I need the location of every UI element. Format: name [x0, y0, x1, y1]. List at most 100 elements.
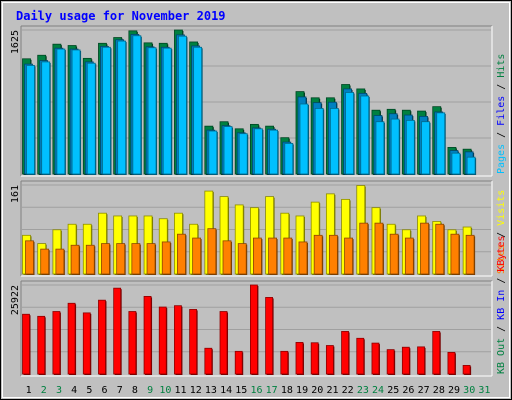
x-tick-label: 6 — [102, 385, 108, 396]
bar-pages-day-12 — [193, 46, 203, 175]
x-tick-label: 22 — [342, 385, 354, 396]
x-tick-label: 12 — [190, 385, 202, 396]
bar-kbytes-day-16 — [250, 284, 258, 375]
x-tick-label: 11 — [175, 385, 187, 396]
bar-sites-day-29 — [450, 233, 460, 275]
bar-pages-day-5 — [86, 62, 96, 175]
bar-kbytes-day-9 — [143, 296, 152, 375]
bar-pages-day-13 — [208, 130, 218, 175]
bar-pages-day-15 — [238, 133, 248, 175]
bar-pages-day-21 — [329, 108, 339, 175]
bar-pages-day-24 — [375, 121, 385, 175]
x-tick-label: 31 — [478, 385, 490, 396]
bar-kbytes-day-21 — [325, 345, 334, 375]
bar-sites-day-18 — [283, 237, 293, 275]
bar-sites-day-23 — [359, 222, 369, 275]
x-tick-label: 30 — [463, 385, 475, 396]
bar-kbytes-day-22 — [341, 331, 349, 375]
legend-top: Pages / Files / Hits — [496, 54, 507, 174]
bar-kbytes-day-18 — [280, 350, 289, 375]
scale-label-middle: 161 — [10, 185, 21, 203]
bar-pages-day-3 — [56, 48, 66, 175]
bar-sites-day-28 — [435, 223, 445, 275]
bar-pages-day-4 — [71, 49, 81, 175]
x-tick-label: 3 — [56, 385, 62, 396]
bar-kbytes-day-5 — [82, 312, 91, 375]
bar-kbytes-day-23 — [356, 337, 365, 375]
bar-sites-day-8 — [131, 243, 141, 275]
bar-kbytes-day-30 — [462, 365, 471, 375]
bar-kbytes-day-19 — [295, 342, 304, 375]
bar-sites-day-5 — [85, 244, 95, 275]
bar-sites-day-19 — [298, 241, 308, 275]
legend-entry: KB Out — [496, 338, 507, 374]
bar-pages-day-20 — [314, 108, 324, 175]
legend-separator: / — [496, 126, 507, 144]
x-tick-label: 25 — [387, 385, 399, 396]
bar-sites-day-6 — [101, 243, 110, 275]
bar-sites-day-16 — [253, 237, 262, 275]
bar-sites-day-27 — [420, 222, 429, 275]
bar-pages-day-27 — [421, 121, 430, 175]
bar-sites-day-25 — [389, 233, 399, 275]
x-tick-label: 28 — [433, 385, 445, 396]
bar-kbytes-day-24 — [371, 342, 380, 375]
bar-kbytes-day-14 — [219, 311, 228, 375]
chart-title: Daily usage for November 2019 — [16, 9, 226, 23]
bar-pages-day-6 — [102, 46, 111, 175]
x-tick-label: 8 — [132, 385, 138, 396]
legend-separator: / — [496, 320, 507, 338]
x-tick-label: 16 — [250, 385, 262, 396]
bar-pages-day-17 — [269, 129, 278, 175]
legend-separator: / — [496, 78, 507, 96]
bar-sites-day-13 — [207, 228, 217, 275]
bar-kbytes-day-12 — [189, 309, 198, 375]
legend-entry: Pages — [496, 144, 507, 174]
bar-sites-day-24 — [374, 222, 384, 275]
x-tick-label: 20 — [311, 385, 323, 396]
bar-kbytes-day-2 — [37, 315, 46, 375]
bar-kbytes-day-13 — [204, 347, 213, 375]
bar-pages-day-16 — [254, 128, 263, 175]
bar-pages-day-28 — [436, 112, 446, 175]
bar-pages-day-10 — [162, 47, 172, 175]
bar-kbytes-day-3 — [52, 311, 61, 375]
x-tick-label: 4 — [71, 385, 77, 396]
bar-sites-day-11 — [177, 233, 186, 275]
bar-kbytes-day-6 — [98, 299, 106, 375]
bar-pages-day-22 — [345, 92, 354, 175]
x-tick-label: 7 — [117, 385, 123, 396]
bar-pages-day-1 — [26, 65, 35, 175]
bar-sites-day-22 — [344, 237, 353, 275]
bar-kbytes-day-11 — [174, 305, 182, 375]
x-tick-label: 5 — [86, 385, 92, 396]
bar-kbytes-day-20 — [310, 342, 319, 375]
bar-sites-day-20 — [313, 234, 323, 275]
bar-sites-day-26 — [404, 237, 414, 275]
legend-middle: Sites / Visits — [496, 190, 507, 274]
legend-separator: / — [496, 226, 507, 244]
bar-sites-day-14 — [222, 240, 232, 275]
legend-entry: KB In — [496, 290, 507, 320]
bar-pages-day-9 — [147, 47, 157, 175]
bar-kbytes-day-1 — [22, 313, 30, 375]
bar-sites-day-7 — [116, 243, 126, 275]
scale-label-top: 1625 — [10, 30, 21, 54]
legend-entry: Files — [496, 96, 507, 126]
bar-pages-day-8 — [132, 35, 142, 175]
legend-entry: Sites — [496, 244, 507, 274]
bar-sites-day-4 — [70, 244, 80, 275]
x-tick-label: 9 — [147, 385, 153, 396]
x-tick-label: 23 — [357, 385, 369, 396]
legend-entry: Visits — [496, 190, 507, 226]
bar-pages-day-25 — [390, 118, 400, 175]
bar-pages-day-7 — [117, 40, 127, 175]
x-tick-label: 13 — [205, 385, 217, 396]
x-tick-label: 29 — [448, 385, 460, 396]
bar-kbytes-day-15 — [234, 350, 243, 375]
legend-separator: / — [496, 272, 507, 290]
bar-sites-day-2 — [40, 248, 50, 275]
